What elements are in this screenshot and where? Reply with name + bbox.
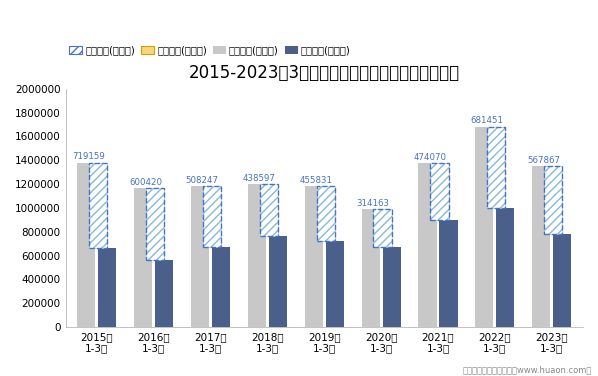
Bar [326, 241, 344, 327]
Text: 508247: 508247 [186, 176, 219, 185]
Bar [475, 127, 493, 327]
Bar [374, 209, 392, 247]
Bar [383, 247, 401, 327]
Bar [89, 163, 108, 249]
Bar [374, 209, 392, 247]
Bar [362, 209, 380, 327]
Bar [532, 167, 550, 327]
Text: 制图：华经产业研究院（www.huaon.com）: 制图：华经产业研究院（www.huaon.com） [463, 365, 592, 374]
Bar [98, 249, 117, 327]
Title: 2015-2023年3月浙江省外商投资企业进出口差额图: 2015-2023年3月浙江省外商投资企业进出口差额图 [189, 64, 460, 82]
Text: 719159: 719159 [72, 152, 105, 161]
Bar [260, 184, 278, 236]
Bar [431, 163, 448, 220]
Bar [155, 260, 173, 327]
Text: 567867: 567867 [527, 156, 560, 165]
Bar [212, 247, 230, 327]
Bar [134, 188, 152, 327]
Text: 438597: 438597 [243, 174, 276, 182]
Text: 314163: 314163 [356, 199, 389, 208]
Bar [248, 184, 266, 327]
Bar [203, 186, 221, 247]
Bar [419, 163, 437, 327]
Bar [316, 186, 335, 241]
Bar [305, 186, 323, 327]
Bar [544, 167, 562, 234]
Text: 600420: 600420 [129, 178, 162, 187]
Bar [316, 186, 335, 241]
Bar [146, 188, 164, 260]
Bar [487, 127, 505, 208]
Bar [191, 186, 209, 327]
Text: 474070: 474070 [413, 153, 446, 162]
Bar [544, 167, 562, 234]
Bar [269, 236, 287, 327]
Legend: 贸易顺差(万美元), 贸易逆差(万美元), 出口总额(万美元), 进口总额(万美元): 贸易顺差(万美元), 贸易逆差(万美元), 出口总额(万美元), 进口总额(万美… [65, 41, 355, 59]
Bar [203, 186, 221, 247]
Bar [89, 163, 108, 249]
Bar [77, 163, 96, 327]
Text: 681451: 681451 [470, 116, 503, 125]
Bar [496, 208, 514, 327]
Bar [553, 234, 571, 327]
Bar [146, 188, 164, 260]
Bar [440, 220, 457, 327]
Text: 455831: 455831 [300, 176, 332, 185]
Bar [487, 127, 505, 208]
Bar [260, 184, 278, 236]
Bar [431, 163, 448, 220]
